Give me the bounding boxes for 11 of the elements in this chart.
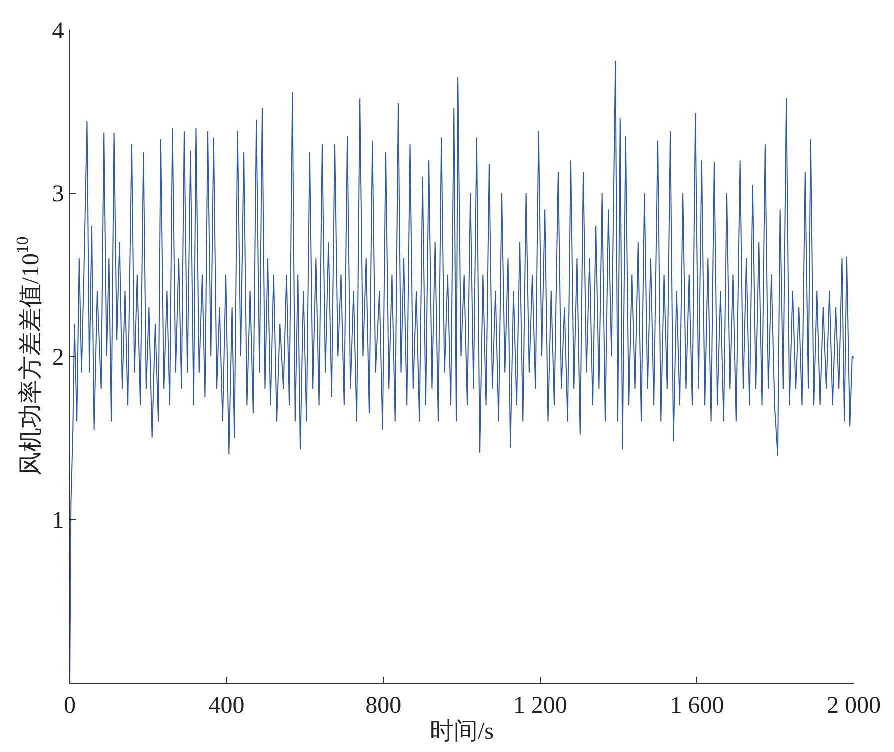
x-tick-label: 0: [64, 692, 76, 719]
y-tick-label: 1: [52, 508, 64, 534]
x-tick-label: 800: [366, 692, 402, 719]
y-tick-label: 2: [52, 344, 64, 371]
x-tick-label: 1 600: [670, 692, 724, 719]
y-tick-label: 4: [52, 18, 64, 44]
x-tick-label: 2 000: [827, 692, 881, 719]
y-tick-label: 3: [52, 182, 64, 208]
x-tick-label: 400: [208, 692, 245, 719]
x-axis-title: 时间/s: [430, 719, 494, 746]
x-tick-label: 1 200: [513, 692, 568, 719]
